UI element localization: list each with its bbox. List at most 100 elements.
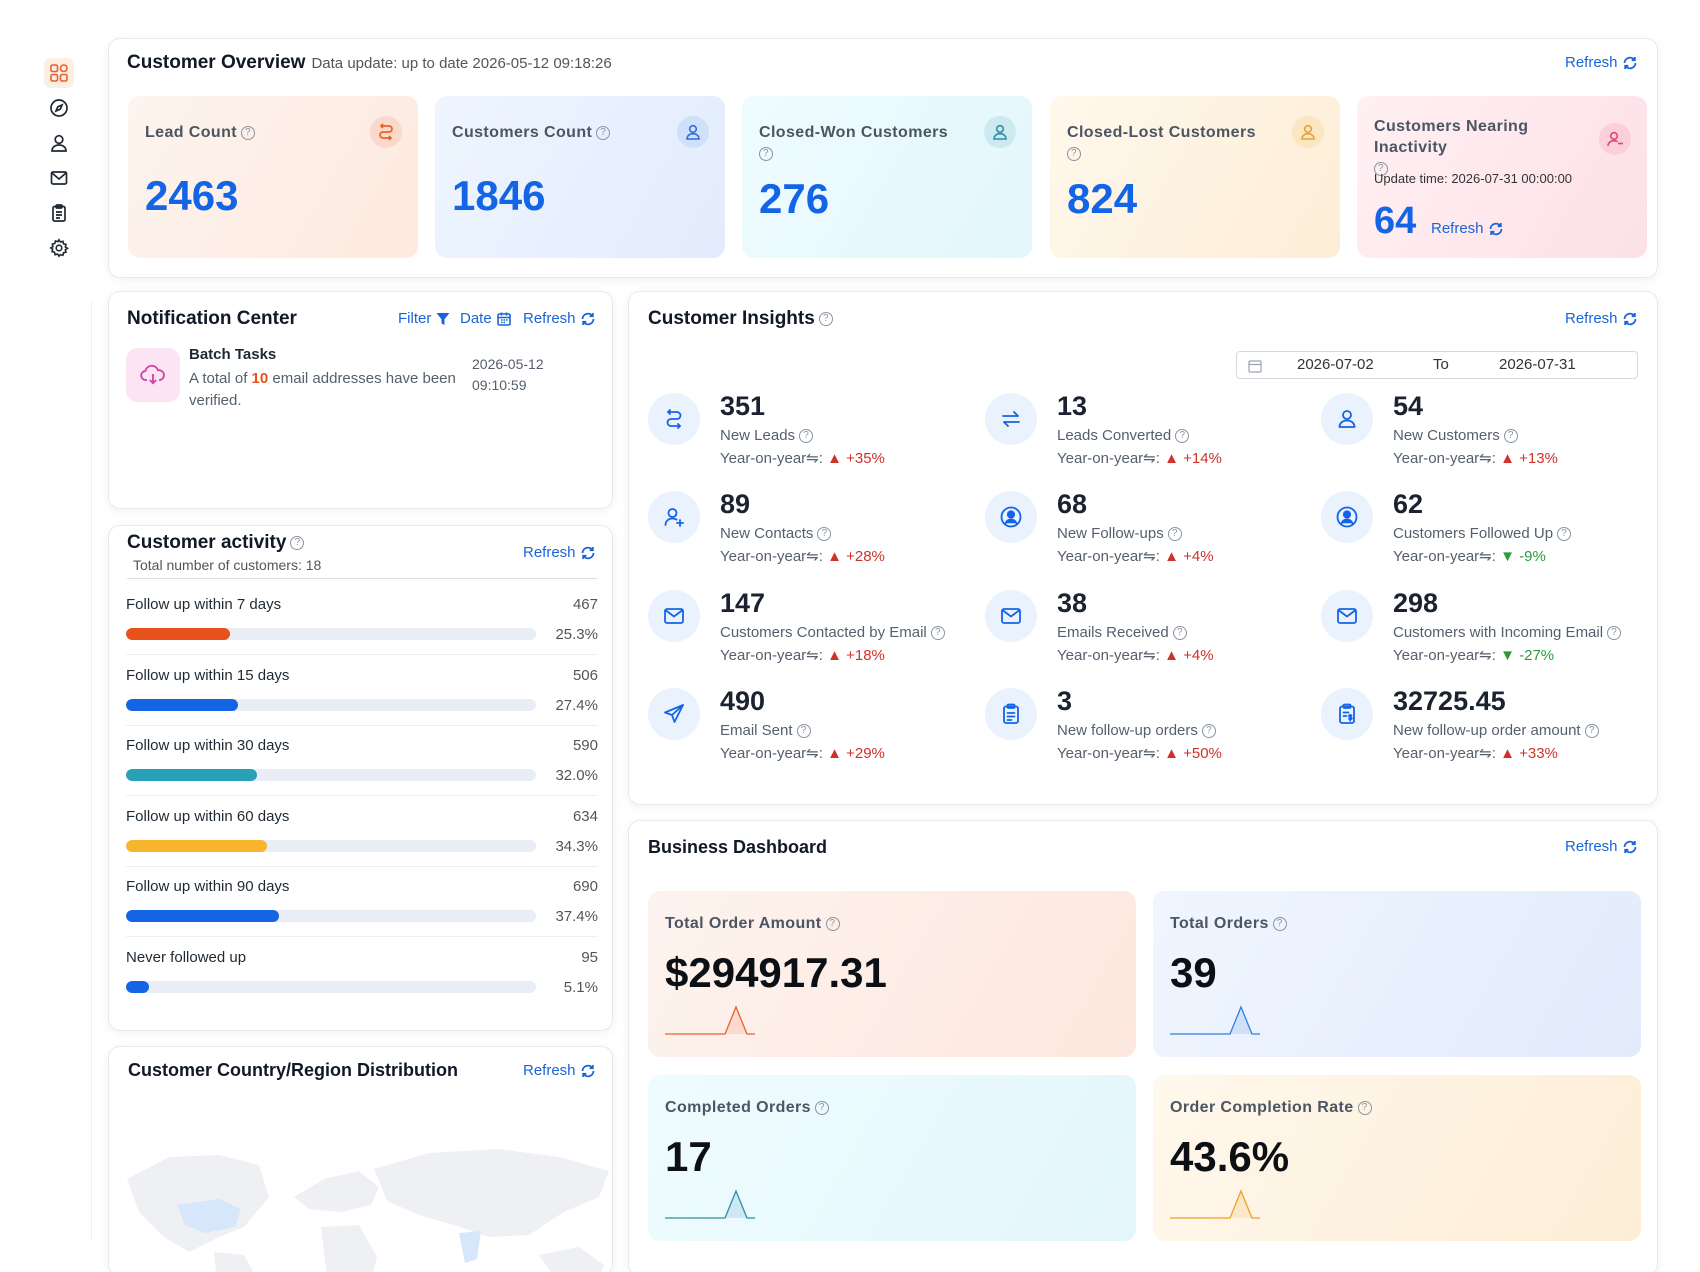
user-icon [686, 124, 700, 140]
overview-update-note: Data update: up to date 2026-05-12 09:18… [311, 55, 612, 72]
yoy-label: Year-on-year⇋: [720, 548, 823, 565]
activity-row-divider [126, 724, 598, 726]
insight-metric[interactable]: 147 Customers Contacted by Email? Year-on-… [648, 588, 968, 680]
insight-value: 351 [720, 391, 766, 421]
help-icon[interactable]: ? [796, 724, 811, 739]
help-icon[interactable]: ? [817, 527, 832, 542]
activity-row[interactable]: Follow up within 7 days 467 25.3% [126, 596, 598, 666]
notification-refresh-button[interactable]: Refresh [523, 310, 596, 327]
help-icon[interactable]: ? [1357, 1100, 1372, 1115]
help-icon[interactable]: ? [1272, 916, 1287, 931]
route-icon [666, 409, 682, 429]
yoy-change: +4% [1183, 548, 1214, 565]
distribution-refresh-button[interactable]: Refresh [523, 1062, 596, 1079]
closed-lost-card[interactable]: Closed-Lost Customers? 824 [1050, 96, 1340, 258]
insight-value: 13 [1057, 391, 1088, 421]
insights-refresh-label: Refresh [1565, 310, 1618, 327]
insight-metric[interactable]: 490 Email Sent? Year-on-year⇋: ▲ +29% [648, 686, 968, 778]
help-icon[interactable]: ? [815, 1100, 829, 1115]
help-icon[interactable]: ? [818, 311, 833, 326]
help-icon[interactable]: ? [1175, 429, 1190, 444]
yoy-label: Year-on-year⇋: [720, 647, 823, 664]
insight-yoy: Year-on-year⇋: ▲ +14% [1057, 449, 1222, 467]
help-icon[interactable]: ? [290, 535, 305, 550]
insight-metric[interactable]: 89 New Contacts? Year-on-year⇋: ▲ +28% [648, 489, 968, 581]
notification-item[interactable]: Batch Tasks A total of 10 email addresse… [126, 344, 596, 414]
activity-refresh-label: Refresh [523, 544, 576, 561]
notification-date-button[interactable]: Date [460, 310, 512, 327]
calendar-icon [1248, 360, 1262, 373]
help-icon[interactable]: ? [1584, 724, 1599, 739]
nav-explore[interactable] [44, 93, 74, 123]
insights-title: Customer Insights? [648, 308, 833, 330]
nav-customers[interactable] [44, 128, 74, 158]
business-metric-card[interactable]: Order Completion Rate? 43.6% [1153, 1075, 1641, 1241]
overview-refresh-button[interactable]: Refresh [1565, 54, 1638, 71]
activity-refresh-button[interactable]: Refresh [523, 544, 596, 561]
insight-yoy: Year-on-year⇋: ▲ +4% [1057, 547, 1214, 565]
world-map[interactable] [109, 1087, 613, 1272]
help-icon[interactable]: ? [799, 429, 814, 444]
notification-filter-button[interactable]: Filter [398, 310, 451, 327]
insight-metric[interactable]: 32725.45 New follow-up order amount? Year-… [1321, 686, 1641, 778]
business-metric-card[interactable]: Completed Orders? 17 [648, 1075, 1136, 1241]
nearing-inactivity-refresh-button[interactable]: Refresh [1431, 220, 1504, 237]
insight-metric[interactable]: 62 Customers Followed Up? Year-on-year⇋: ▼… [1321, 489, 1641, 581]
sparkline-line [1170, 1189, 1260, 1219]
activity-row[interactable]: Follow up within 60 days 634 34.3% [126, 808, 598, 878]
help-icon[interactable]: ? [825, 916, 840, 931]
insight-metric[interactable]: 68 New Follow-ups? Year-on-year⇋: ▲ +4% [985, 489, 1305, 581]
business-refresh-button[interactable]: Refresh [1565, 838, 1638, 855]
map-region-usa[interactable] [177, 1199, 241, 1233]
insights-refresh-button[interactable]: Refresh [1565, 310, 1638, 327]
distribution-refresh-label: Refresh [523, 1062, 576, 1079]
insight-metric[interactable]: 38 Emails Received? Year-on-year⇋: ▲ +4% [985, 588, 1305, 680]
lead-count-card[interactable]: Lead Count? 2463 [128, 96, 418, 258]
business-title: Business Dashboard [648, 837, 828, 857]
customers-count-card[interactable]: Customers Count? 1846 [435, 96, 725, 258]
help-icon[interactable]: ? [1374, 161, 1388, 176]
nearing-inactivity-card[interactable]: Customers Nearing Inactivity? Update tim… [1357, 96, 1647, 258]
yoy-label: Year-on-year⇋: [1393, 548, 1496, 565]
insight-metric[interactable]: 298 Customers with Incoming Email? Year-on… [1321, 588, 1641, 680]
cloud-download-icon [140, 364, 165, 385]
user-remove-icon [1607, 131, 1623, 147]
closed-won-card[interactable]: Closed-Won Customers? 276 [742, 96, 1032, 258]
business-metric-card[interactable]: Total Orders? 39 [1153, 891, 1641, 1057]
map-region-india[interactable] [459, 1231, 481, 1263]
help-icon[interactable]: ? [1607, 626, 1622, 641]
overview-title: Customer Overview Data update: up to date… [127, 52, 612, 74]
activity-row[interactable]: Never followed up 95 5.1% [126, 949, 598, 1019]
help-icon[interactable]: ? [1167, 527, 1182, 542]
insight-value: 62 [1393, 489, 1424, 519]
insight-yoy: Year-on-year⇋: ▲ +18% [720, 646, 885, 664]
date-range-end[interactable]: 2026-07-31 [1499, 356, 1576, 373]
activity-row-percent: 37.4% [555, 908, 598, 926]
date-range-picker[interactable]: 2026-07-02 To 2026-07-31 [1236, 351, 1638, 379]
insight-metric[interactable]: 54 New Customers? Year-on-year⇋: ▲ +13% [1321, 391, 1641, 483]
activity-row-divider [126, 795, 598, 797]
nav-dashboard[interactable] [44, 58, 74, 88]
insight-metric[interactable]: 13 Leads Converted? Year-on-year⇋: ▲ +14% [985, 391, 1305, 483]
business-metric-card[interactable]: Total Order Amount? $294917.31 [648, 891, 1136, 1057]
activity-row[interactable]: Follow up within 90 days 690 37.4% [126, 878, 598, 948]
notification-refresh-label: Refresh [523, 310, 576, 327]
help-icon[interactable]: ? [1172, 626, 1187, 641]
help-icon[interactable]: ? [759, 146, 773, 161]
activity-row[interactable]: Follow up within 30 days 590 32.0% [126, 737, 598, 807]
nav-mail[interactable] [44, 163, 74, 193]
help-icon[interactable]: ? [1201, 724, 1216, 739]
help-icon[interactable]: ? [596, 125, 611, 140]
insight-metric[interactable]: 351 New Leads? Year-on-year⇋: ▲ +35% [648, 391, 968, 483]
mail-icon [50, 171, 68, 185]
nav-orders[interactable] [44, 198, 74, 228]
activity-row[interactable]: Follow up within 15 days 506 27.4% [126, 667, 598, 737]
help-icon[interactable]: ? [930, 626, 945, 641]
help-icon[interactable]: ? [241, 125, 255, 140]
insight-metric[interactable]: 3 New follow-up orders? Year-on-year⇋: ▲ +… [985, 686, 1305, 778]
help-icon[interactable]: ? [1503, 429, 1518, 444]
help-icon[interactable]: ? [1557, 527, 1572, 542]
help-icon[interactable]: ? [1067, 146, 1081, 161]
nav-settings[interactable] [44, 233, 74, 263]
date-range-start[interactable]: 2026-07-02 [1297, 356, 1374, 373]
